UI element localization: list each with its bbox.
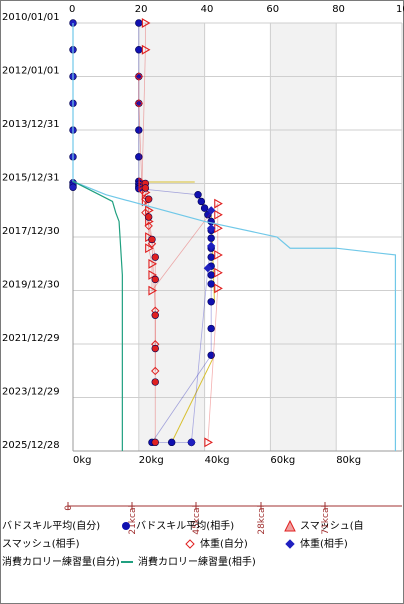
legend-label: スマッシュ(相手) [2,539,80,550]
y-tick-label: 2021/12/29 [2,333,60,344]
data-point [135,19,143,27]
data-point [151,311,159,319]
y-tick-label: 2025/12/28 [2,440,60,451]
data-point [194,191,202,199]
legend-marker-icon [120,557,134,568]
top-tick-label: 80 [332,4,345,15]
data-point [207,234,215,242]
kcal-tick-label: 71kcal [321,505,331,535]
legend-label: バドスキル平均(相手) [136,521,235,532]
kcal-tick-label: 0 [64,505,74,511]
data-point [141,18,151,28]
data-point [207,324,215,333]
legend-label: スマッシュ(自 [300,521,364,532]
data-point [141,44,151,55]
legend-label: 消費カロリー練習量(相手) [138,557,256,568]
data-point [214,209,223,220]
data-point [147,239,157,248]
series-line-6 [72,23,397,451]
data-point [214,250,223,260]
data-point [148,235,156,244]
legend-label: バドスキル平均(自分) [2,521,101,532]
data-point [144,221,153,231]
data-point [206,206,216,215]
kcal-tick-label: 28kcal [257,505,267,535]
data-point [151,275,159,284]
data-point [134,99,144,108]
data-point [206,223,216,233]
data-point [145,243,154,254]
data-point [144,195,153,203]
bottom-tick-label: 20kg [139,455,164,466]
data-point [148,285,158,296]
data-point [135,46,143,54]
series-path-1 [138,23,212,443]
y-tick-label: 2010/01/01 [2,12,60,23]
connector-line [171,355,215,443]
top-tick-label: 0 [69,4,75,15]
y-tick-label: 2012/01/01 [2,66,60,77]
bottom-tick-label: 80kg [336,455,361,466]
legend-item[interactable]: スマッシュ(相手) [2,535,80,550]
data-point [151,253,159,261]
legend-item[interactable]: スマッシュ(自 [284,517,364,532]
kcal-tick-label: 45kcal [192,505,202,535]
data-point [141,184,150,192]
data-point [203,264,213,273]
data-point [204,211,212,219]
data-point [207,351,215,359]
legend-marker-icon [284,539,296,550]
data-point [168,438,176,447]
legend-marker-icon [184,539,196,550]
legend-item[interactable]: バドスキル平均(相手) [120,517,234,532]
data-point [151,378,159,386]
data-point [69,183,77,191]
data-point [135,153,143,161]
y-tick-label: 2017/12/30 [2,226,60,237]
data-point [151,438,159,447]
top-tick-label: 40 [201,4,214,15]
kcal-tick-label: 21kcal [128,505,138,535]
bottom-tick-label: 0kg [73,455,92,466]
data-point [187,438,196,447]
legend-item[interactable]: 体重(自分) [184,535,248,550]
top-tick-label: 60 [266,4,279,15]
data-point [134,72,144,81]
top-tick-label: 10 [396,4,404,15]
data-point [151,344,159,353]
legend-marker-icon [120,521,132,532]
data-point [206,241,216,251]
y-tick-label: 2013/12/31 [2,119,60,130]
data-point [204,437,213,448]
data-point [148,258,158,269]
legend-label: 消費カロリー練習量(自分) [2,557,120,568]
legend-label: 体重(相手) [300,539,348,550]
data-point [148,270,158,280]
top-tick-label: 20 [135,4,148,15]
data-point [214,283,223,294]
legend-item[interactable]: 消費カロリー練習量(自分) [2,553,120,568]
legend-item[interactable]: 消費カロリー練習量(相手) [120,553,256,568]
data-point [197,197,206,206]
data-point [207,298,215,306]
series-line-7 [72,180,123,451]
data-point [135,126,143,134]
data-point [214,267,223,278]
data-point [207,271,215,279]
legend-marker-icon [284,519,296,532]
data-point [207,280,215,288]
legend-item[interactable]: バドスキル平均(自分) [2,517,100,532]
legend-label: 体重(自分) [200,539,248,550]
bottom-tick-label: 40kg [205,455,230,466]
y-tick-label: 2019/12/30 [2,280,60,291]
bottom-tick-label: 60kg [270,455,295,466]
data-point [200,204,209,212]
data-point [144,213,153,221]
y-tick-label: 2015/12/31 [2,173,60,184]
legend-item[interactable]: 体重(相手) [284,535,348,550]
data-point [151,366,160,376]
data-point [214,198,223,209]
y-tick-label: 2023/12/29 [2,387,60,398]
